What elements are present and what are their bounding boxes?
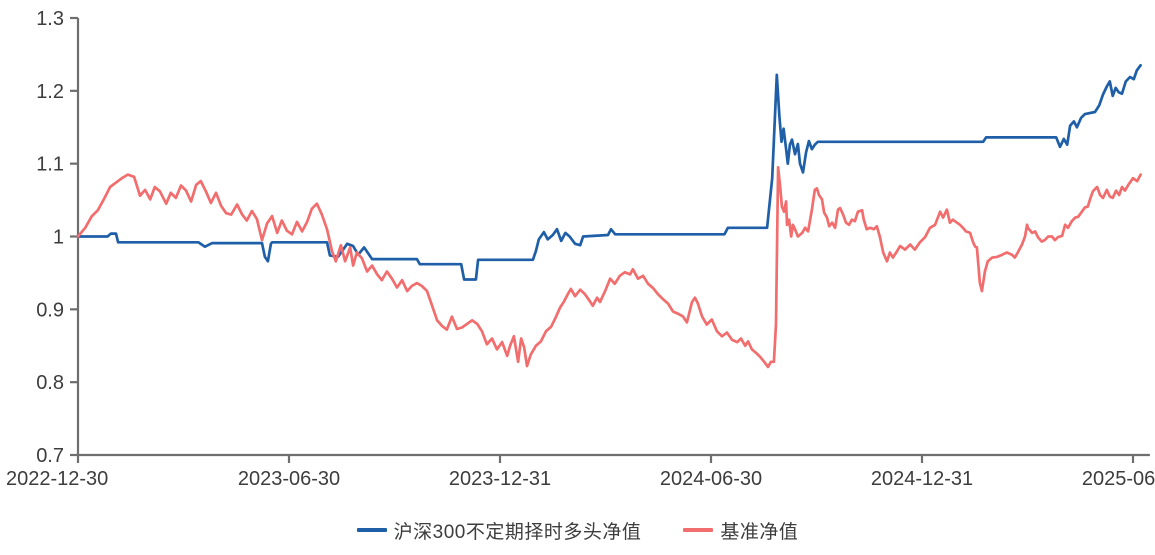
y-tick-label: 1.1 xyxy=(36,154,64,176)
y-axis-ticks: 0.7 0.8 0.9 1 1.1 1.2 1.3 xyxy=(36,8,78,467)
y-tick-label: 1 xyxy=(53,227,64,249)
x-axis-ticks: 2022-12-30 2023-06-30 2023-12-31 2024-06-30… xyxy=(6,455,1155,490)
x-tick-label: 2023-06-30 xyxy=(238,468,340,490)
legend-swatch xyxy=(356,528,387,532)
y-tick-label: 0.9 xyxy=(36,299,64,321)
series-line-1 xyxy=(76,165,1142,369)
legend-label-strategy: 沪深300不定期择时多头净值 xyxy=(393,521,642,543)
y-tick-label: 1.2 xyxy=(36,81,64,103)
axes xyxy=(76,18,1150,457)
legend-item-strategy: 沪深300不定期择时多头净值 xyxy=(356,517,642,544)
x-tick-label: 2024-06-30 xyxy=(660,468,762,490)
x-tick-label: 2022-12-30 xyxy=(6,468,108,490)
legend-item-benchmark: 基准净值 xyxy=(683,517,798,544)
y-tick-label: 0.8 xyxy=(36,372,64,394)
x-tick-label: 2025-06-30 xyxy=(1082,468,1155,490)
x-tick-label: 2023-12-31 xyxy=(449,468,551,490)
legend-label-benchmark: 基准净值 xyxy=(720,521,799,543)
series-line-0 xyxy=(76,63,1142,281)
legend-swatch xyxy=(683,528,714,532)
y-tick-label: 0.7 xyxy=(36,445,64,467)
x-tick-label: 2024-12-31 xyxy=(871,468,973,490)
chart-legend: 沪深300不定期择时多头净值 基准净值 xyxy=(0,515,1155,545)
y-tick-label: 1.3 xyxy=(36,8,64,30)
